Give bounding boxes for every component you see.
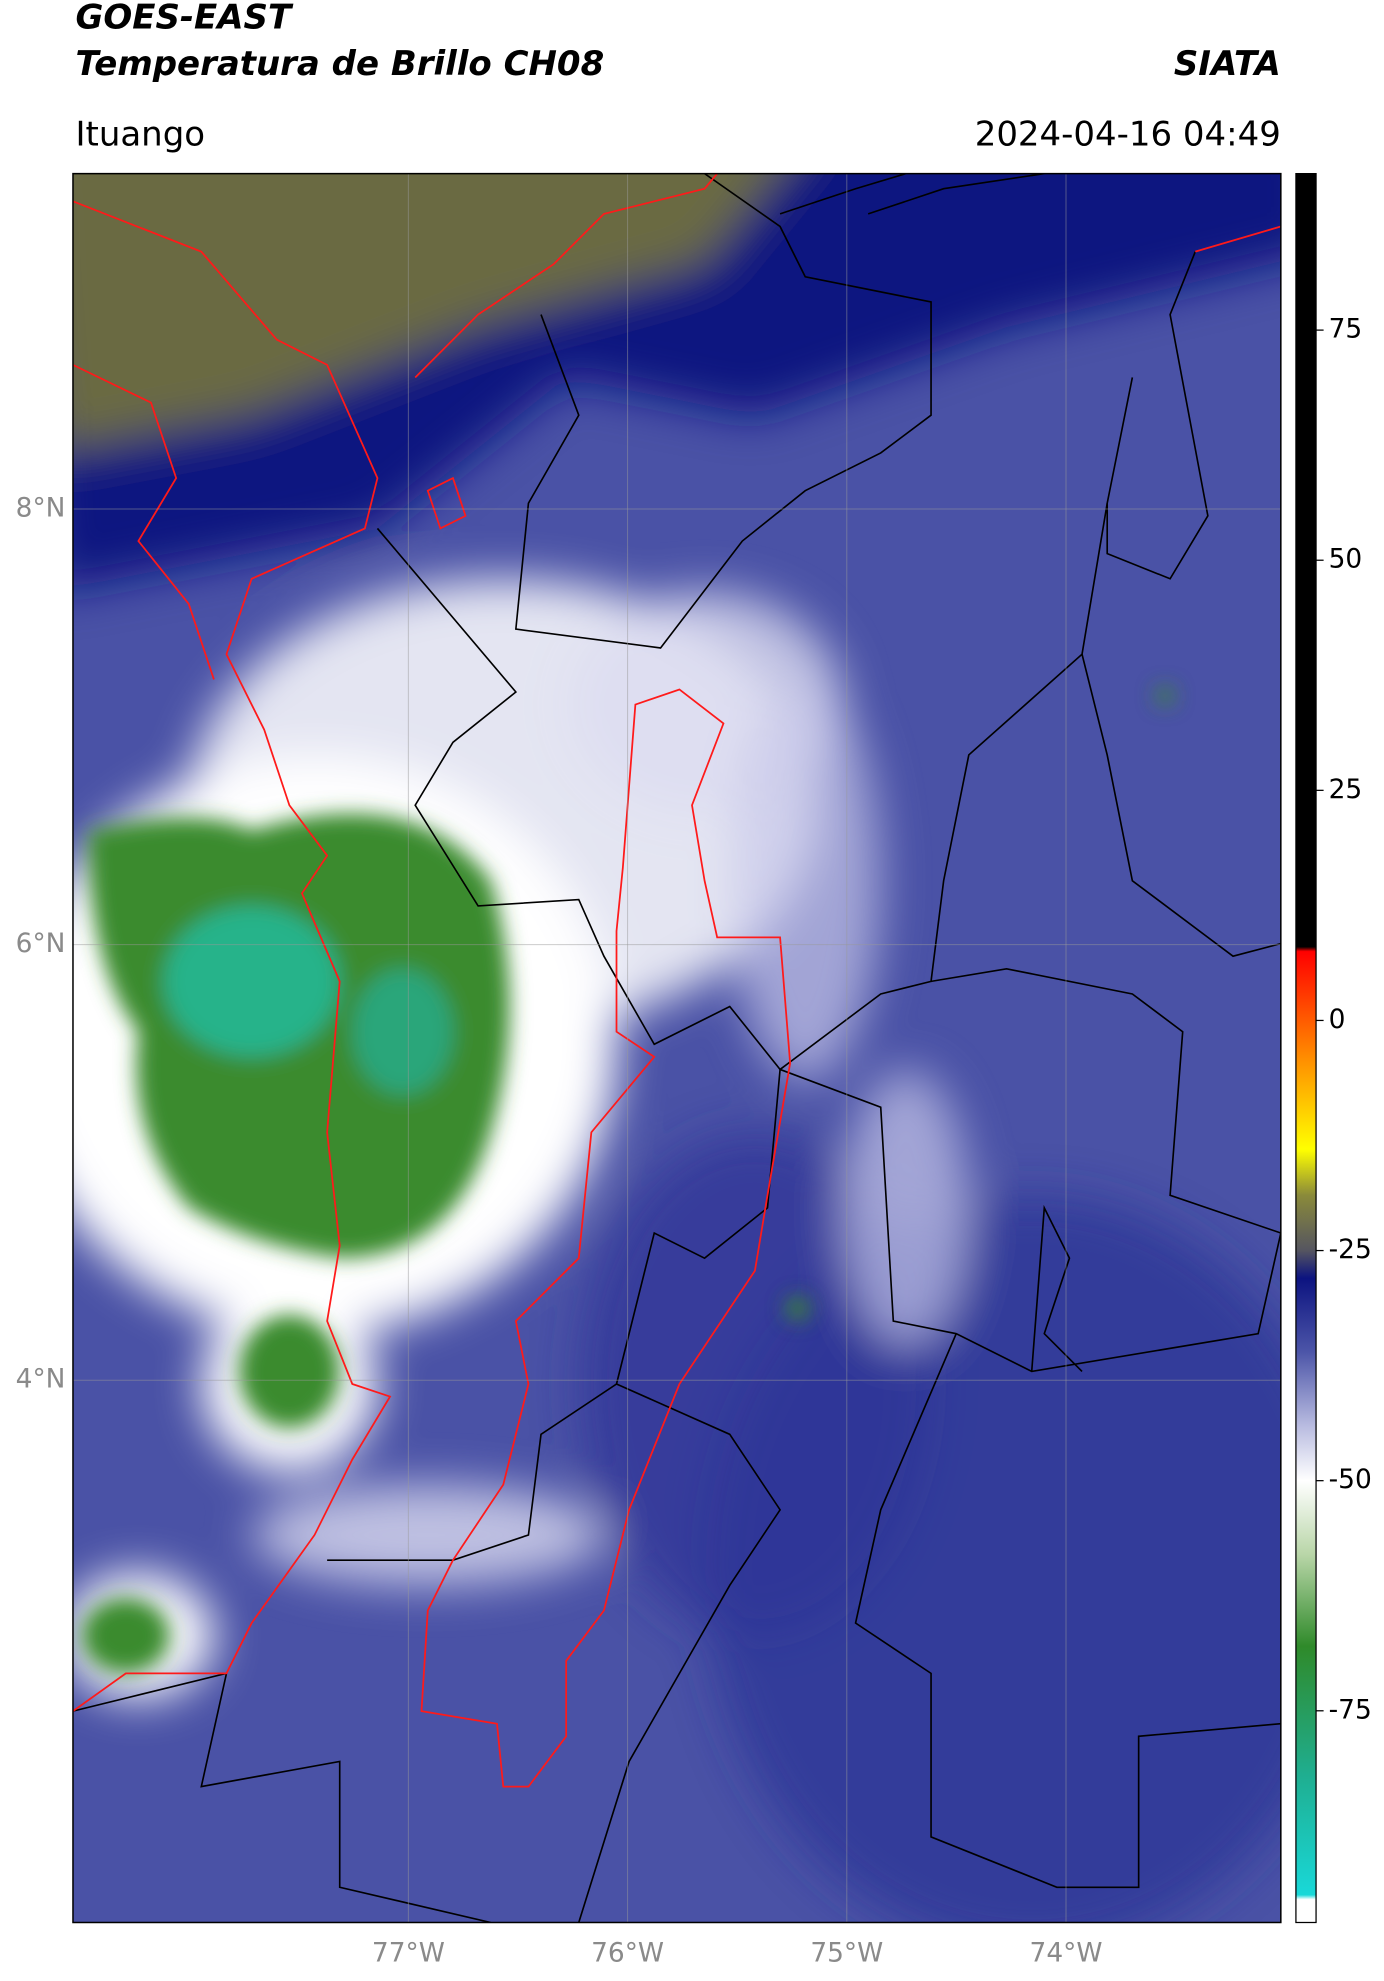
colorbar-tick-label: -25 bbox=[1329, 1234, 1372, 1265]
grid bbox=[72, 173, 1281, 1923]
axes: 77°W 76°W 75°W 74°W 8°N 6°N 4°N bbox=[16, 493, 1103, 1969]
colorbar-tick-label: 25 bbox=[1329, 774, 1363, 805]
colorbar bbox=[1295, 172, 1317, 1924]
x-tick-label: 74°W bbox=[1030, 1937, 1103, 1968]
x-tick-label: 75°W bbox=[810, 1937, 883, 1968]
datetime: 2024-04-16 04:49 bbox=[975, 114, 1281, 154]
admin-borders bbox=[72, 173, 1281, 1923]
coast-and-region bbox=[72, 173, 1281, 1788]
colorbar-tick-label: 75 bbox=[1329, 314, 1363, 345]
colorbar-tick-label: -75 bbox=[1329, 1694, 1372, 1725]
map-imagery bbox=[72, 173, 1281, 1923]
place: Ituango bbox=[75, 114, 205, 154]
y-tick-label: 6°N bbox=[16, 928, 66, 959]
colorbar-tick-label: 50 bbox=[1329, 544, 1363, 575]
x-tick-label: 76°W bbox=[591, 1937, 664, 1968]
x-tick-label: 77°W bbox=[372, 1937, 445, 1968]
colorbar-axis: 75 50 25 0 -25 -50 -75 bbox=[1316, 314, 1372, 1725]
source: SIATA bbox=[1174, 44, 1281, 84]
title-line1: GOES-EAST bbox=[75, 0, 293, 37]
colorbar-tick-label: 0 bbox=[1329, 1004, 1346, 1035]
colorbar-tick-label: -50 bbox=[1329, 1464, 1372, 1495]
y-tick-label: 8°N bbox=[16, 493, 66, 524]
cold-cores bbox=[81, 686, 1174, 1674]
title-line2: Temperatura de Brillo CH08 bbox=[75, 44, 604, 84]
map-frame bbox=[72, 172, 1282, 1924]
y-tick-label: 4°N bbox=[16, 1364, 66, 1395]
